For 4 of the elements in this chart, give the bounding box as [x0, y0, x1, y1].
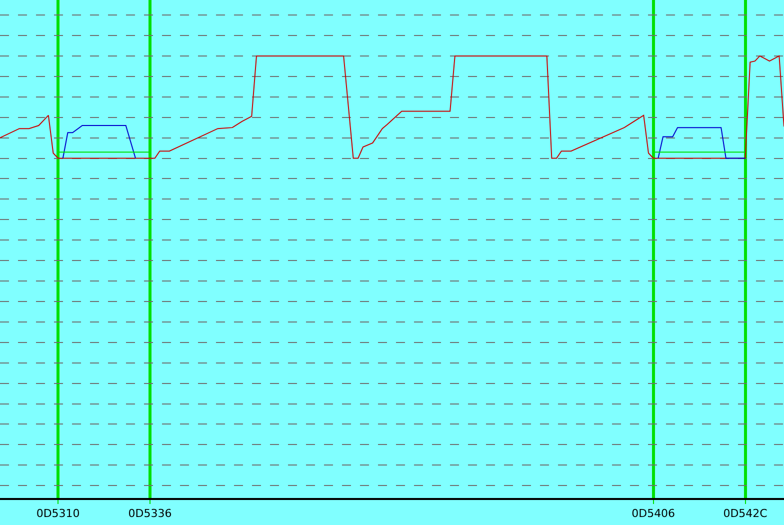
x-tick-label: 0D5406	[632, 507, 676, 520]
x-tick-label: 0D5310	[36, 507, 80, 520]
x-tick-label: 0D542C	[723, 507, 768, 520]
x-tick-label: 0D5336	[128, 507, 172, 520]
